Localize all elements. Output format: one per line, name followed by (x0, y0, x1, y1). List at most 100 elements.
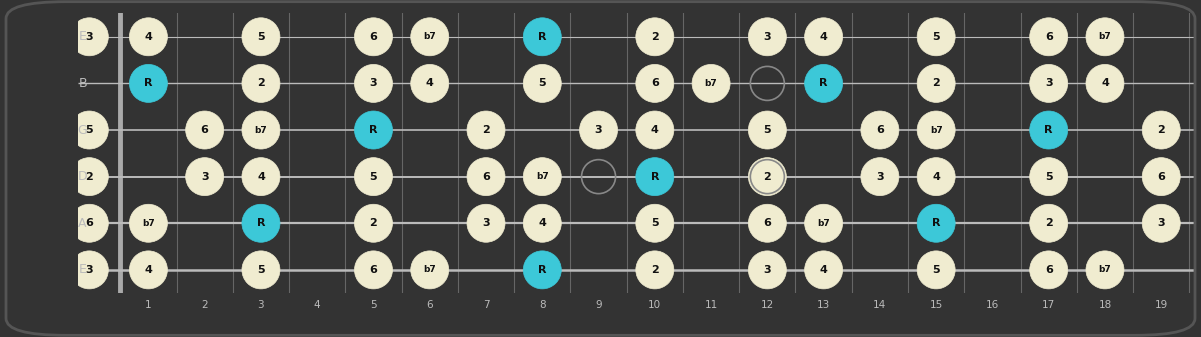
Ellipse shape (1029, 251, 1068, 289)
Ellipse shape (71, 158, 108, 196)
Ellipse shape (241, 158, 280, 196)
Ellipse shape (524, 158, 561, 196)
Text: 3: 3 (876, 172, 884, 182)
Ellipse shape (354, 18, 393, 56)
Ellipse shape (186, 111, 223, 149)
Text: 4: 4 (932, 172, 940, 182)
Text: 3: 3 (258, 300, 264, 310)
Text: R: R (1045, 125, 1053, 135)
Text: 4: 4 (820, 265, 827, 275)
Text: 2: 2 (932, 79, 940, 88)
Text: 6: 6 (370, 32, 377, 42)
Ellipse shape (467, 204, 504, 242)
Ellipse shape (1029, 158, 1068, 196)
Text: b7: b7 (424, 32, 436, 41)
Ellipse shape (1029, 111, 1068, 149)
Text: 2: 2 (482, 125, 490, 135)
Ellipse shape (354, 111, 393, 149)
Text: b7: b7 (705, 79, 717, 88)
Text: R: R (369, 125, 378, 135)
Text: 3: 3 (764, 32, 771, 42)
Text: 2: 2 (370, 218, 377, 228)
Text: 11: 11 (705, 300, 718, 310)
Ellipse shape (748, 158, 787, 196)
Text: b7: b7 (1099, 265, 1111, 274)
Text: 4: 4 (651, 125, 659, 135)
Ellipse shape (635, 111, 674, 149)
Ellipse shape (130, 251, 167, 289)
Ellipse shape (354, 204, 393, 242)
Text: 2: 2 (257, 79, 264, 88)
Text: 2: 2 (651, 32, 658, 42)
Ellipse shape (1142, 158, 1181, 196)
Ellipse shape (635, 158, 674, 196)
Text: 5: 5 (1045, 172, 1052, 182)
Text: 9: 9 (596, 300, 602, 310)
Ellipse shape (354, 64, 393, 102)
Text: 3: 3 (764, 265, 771, 275)
Text: b7: b7 (255, 125, 268, 134)
Ellipse shape (186, 158, 223, 196)
Text: 18: 18 (1099, 300, 1112, 310)
Ellipse shape (467, 111, 504, 149)
Ellipse shape (918, 18, 955, 56)
Ellipse shape (635, 251, 674, 289)
Text: 5: 5 (538, 79, 546, 88)
Ellipse shape (748, 111, 787, 149)
Text: 6: 6 (1045, 32, 1052, 42)
Text: 6: 6 (426, 300, 434, 310)
Text: 3: 3 (85, 265, 94, 275)
Text: b7: b7 (930, 125, 943, 134)
Text: 6: 6 (876, 125, 884, 135)
Ellipse shape (918, 64, 955, 102)
Ellipse shape (241, 18, 280, 56)
Ellipse shape (918, 251, 955, 289)
Ellipse shape (1086, 64, 1124, 102)
Text: 15: 15 (930, 300, 943, 310)
Text: A: A (78, 217, 86, 230)
Ellipse shape (635, 18, 674, 56)
Ellipse shape (861, 158, 898, 196)
Text: 19: 19 (1154, 300, 1167, 310)
Ellipse shape (241, 64, 280, 102)
Ellipse shape (635, 64, 674, 102)
Text: R: R (538, 32, 546, 42)
Ellipse shape (1142, 204, 1181, 242)
Ellipse shape (1086, 251, 1124, 289)
Ellipse shape (805, 64, 843, 102)
Ellipse shape (411, 64, 449, 102)
Text: 5: 5 (370, 300, 377, 310)
Text: 5: 5 (85, 125, 94, 135)
Ellipse shape (524, 18, 561, 56)
Text: 4: 4 (820, 32, 827, 42)
Text: b7: b7 (142, 219, 155, 228)
Text: 3: 3 (594, 125, 603, 135)
Ellipse shape (130, 18, 167, 56)
Ellipse shape (918, 204, 955, 242)
Text: 10: 10 (649, 300, 662, 310)
Ellipse shape (748, 251, 787, 289)
Ellipse shape (805, 204, 843, 242)
Text: B: B (78, 77, 86, 90)
Text: b7: b7 (1099, 32, 1111, 41)
Text: 5: 5 (651, 218, 658, 228)
Text: 6: 6 (764, 218, 771, 228)
Text: 3: 3 (482, 218, 490, 228)
Text: 4: 4 (144, 265, 153, 275)
Text: 4: 4 (538, 218, 546, 228)
Ellipse shape (580, 111, 617, 149)
Ellipse shape (130, 204, 167, 242)
Text: E: E (78, 30, 86, 43)
Text: R: R (538, 265, 546, 275)
Ellipse shape (524, 204, 561, 242)
Text: 5: 5 (257, 32, 264, 42)
Text: 4: 4 (313, 300, 321, 310)
Text: 2: 2 (764, 172, 771, 182)
Ellipse shape (241, 204, 280, 242)
Text: 1: 1 (145, 300, 151, 310)
Ellipse shape (748, 18, 787, 56)
Text: 4: 4 (144, 32, 153, 42)
Ellipse shape (1142, 111, 1181, 149)
Text: 3: 3 (1045, 79, 1052, 88)
Text: 2: 2 (1045, 218, 1052, 228)
